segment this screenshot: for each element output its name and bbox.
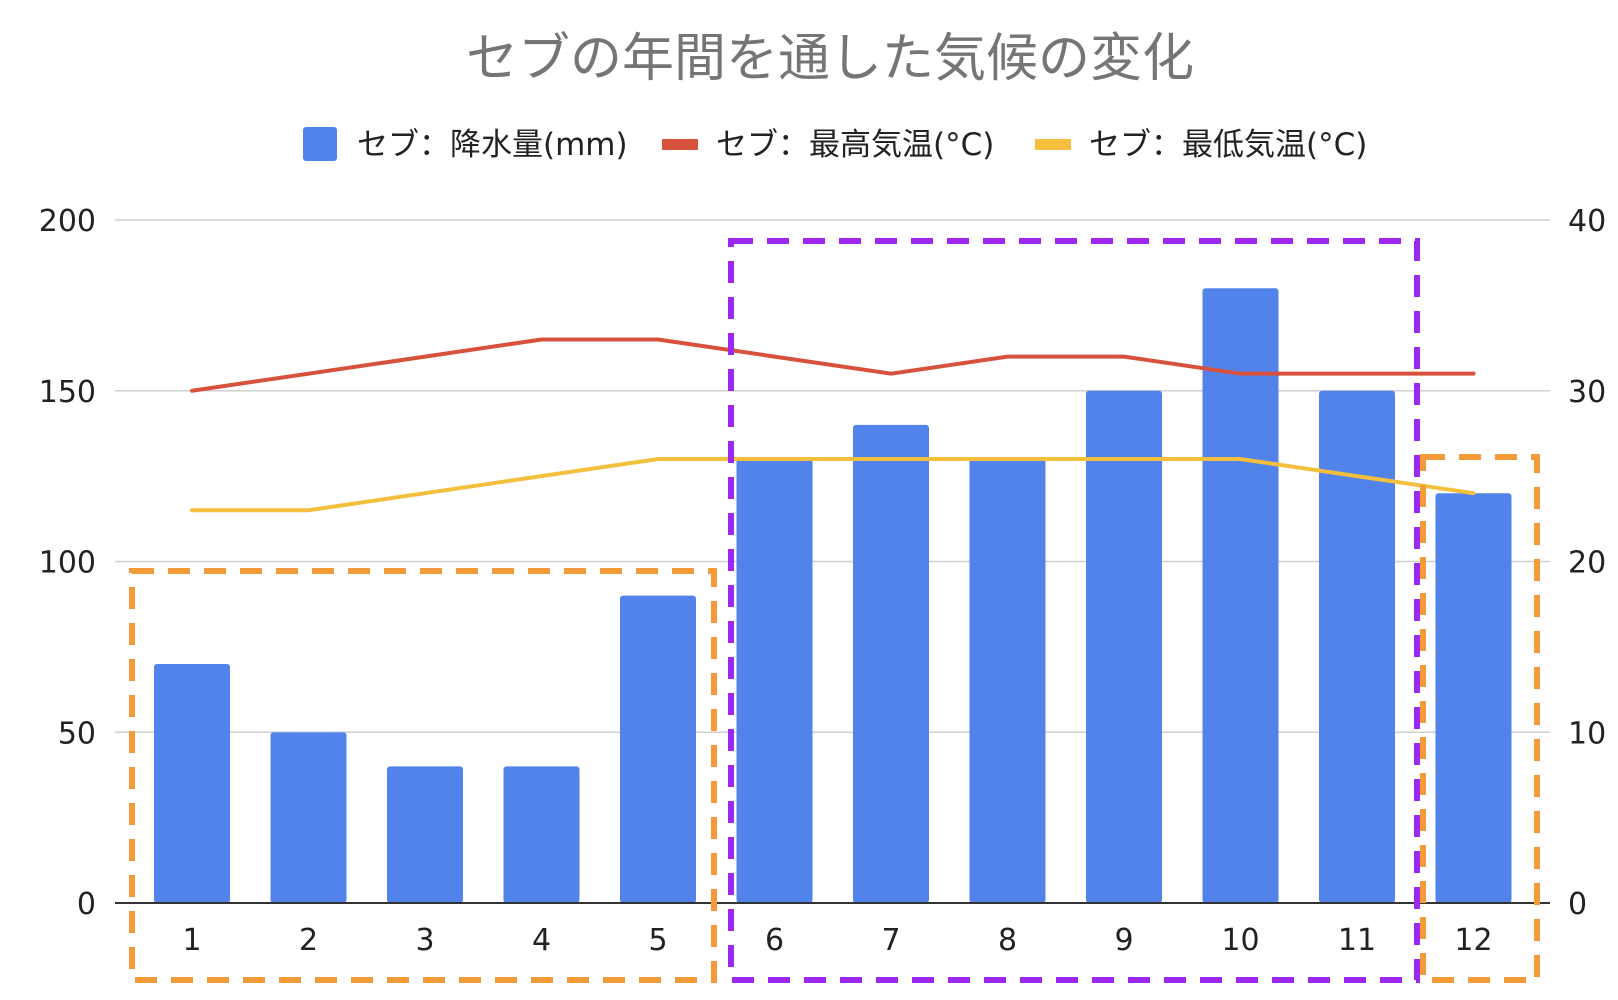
legend-swatch-min-temp — [1035, 139, 1071, 150]
precipitation-bar — [620, 595, 696, 903]
x-tick-label: 8 — [998, 923, 1017, 958]
x-tick-label: 10 — [1221, 923, 1259, 958]
precipitation-bar — [270, 732, 347, 903]
dashed-annotation-box — [1420, 454, 1540, 983]
precipitation-bar — [853, 424, 929, 903]
min-temp-line — [190, 457, 1476, 513]
x-tick-label: 3 — [415, 923, 434, 958]
y-left-tick-label: 150 — [39, 375, 96, 410]
legend: セブ：降水量(mm) セブ：最高気温(°C) セブ：最低気温(°C) — [303, 127, 1367, 163]
x-tick-label: 7 — [881, 923, 900, 958]
precipitation-bar — [736, 459, 813, 903]
precipitation-bar — [387, 766, 463, 903]
y-right-tick-label: 30 — [1568, 375, 1606, 410]
max-temp-line — [190, 337, 1476, 393]
x-tick-label: 1 — [182, 923, 201, 958]
x-tick-label: 2 — [299, 923, 318, 958]
precipitation-bar — [1435, 493, 1512, 903]
legend-label-max-temp: セブ：最高気温(°C) — [716, 127, 994, 163]
precipitation-bar — [969, 459, 1046, 903]
precipitation-bar — [1319, 390, 1395, 903]
precipitation-bar — [154, 663, 230, 903]
y-left-tick-label: 50 — [58, 716, 96, 751]
y-right-tick-label: 10 — [1568, 716, 1606, 751]
y-right-tick-label: 0 — [1568, 887, 1587, 922]
x-tick-label: 12 — [1454, 923, 1492, 958]
precipitation-bar — [1086, 390, 1162, 903]
legend-swatch-precipitation — [303, 127, 337, 161]
dashed-annotation-box — [129, 568, 717, 983]
x-tick-label: 6 — [765, 923, 784, 958]
legend-label-min-temp: セブ：最低気温(°C) — [1089, 127, 1367, 163]
chart-title: セブの年間を通した気候の変化 — [466, 29, 1194, 89]
y-left-tick-label: 0 — [77, 887, 96, 922]
y-right-tick-label: 40 — [1568, 204, 1606, 239]
legend-swatch-max-temp — [662, 139, 698, 150]
y-left-tick-label: 100 — [39, 546, 96, 581]
x-tick-label: 5 — [648, 923, 667, 958]
legend-label-precipitation: セブ：降水量(mm) — [357, 127, 628, 163]
x-tick-label: 4 — [532, 923, 551, 958]
x-tick-label: 9 — [1114, 923, 1133, 958]
precipitation-bar — [1202, 288, 1279, 903]
y-right-tick-label: 20 — [1568, 546, 1606, 581]
precipitation-bar — [503, 766, 580, 903]
x-tick-label: 11 — [1338, 923, 1376, 958]
dashed-annotation-box — [728, 238, 1420, 983]
y-left-tick-label: 200 — [39, 204, 96, 239]
